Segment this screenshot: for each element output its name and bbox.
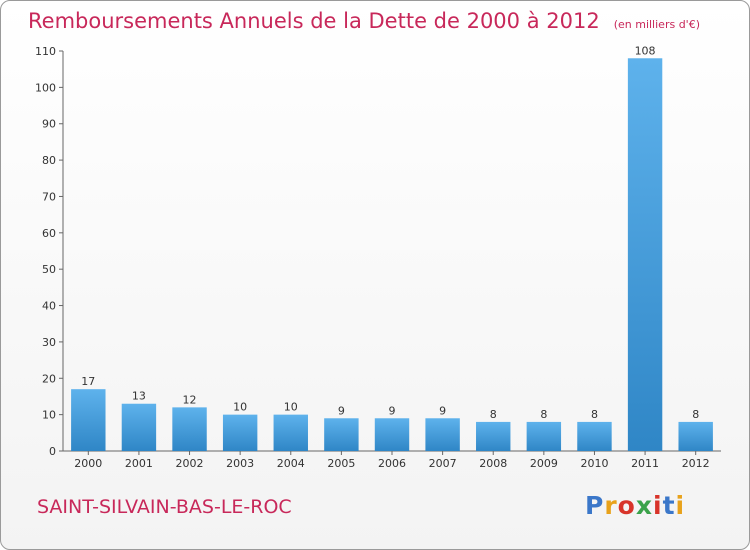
bars-group: 17 13 12 10 10 9 9 9 8 8 8 108 8 xyxy=(71,44,713,451)
data-label-2004: 10 xyxy=(284,401,298,414)
bar-2005 xyxy=(324,418,359,451)
x-tick-label-2011: 2011 xyxy=(631,457,659,470)
data-label-2003: 10 xyxy=(233,401,247,414)
proxiti-logo: Proxiti xyxy=(585,491,686,520)
y-tick-label: 10 xyxy=(42,409,56,422)
bar-2008 xyxy=(476,421,511,451)
bar-2000 xyxy=(71,389,106,451)
x-tick-label-2004: 2004 xyxy=(277,457,305,470)
chart-title-text: Remboursements Annuels de la Dette de 20… xyxy=(28,9,600,33)
bar-2001 xyxy=(121,403,157,451)
data-label-2010: 8 xyxy=(591,408,598,421)
bar-2004 xyxy=(273,414,308,451)
data-label-2005: 9 xyxy=(338,404,345,417)
bar-2002 xyxy=(172,407,207,451)
y-tick-label: 40 xyxy=(42,300,56,313)
x-tick-label-2008: 2008 xyxy=(479,457,507,470)
y-tick-label: 100 xyxy=(35,81,56,94)
x-tick-label-2009: 2009 xyxy=(530,457,558,470)
x-axis: 2000 2001 2002 2003 2004 2005 2006 2007 2008 2009… xyxy=(63,450,721,470)
x-tick-label-2010: 2010 xyxy=(580,457,608,470)
y-tick-label: 20 xyxy=(42,372,56,385)
y-tick-label: 80 xyxy=(42,154,56,167)
x-tick-label-2002: 2002 xyxy=(176,457,204,470)
bar-2009 xyxy=(526,421,562,451)
y-tick-label: 30 xyxy=(42,336,56,349)
y-axis: 0 10 20 30 40 50 60 70 80 90 100 110 xyxy=(35,45,64,458)
y-tick-label: 0 xyxy=(49,445,56,458)
data-label-2009: 8 xyxy=(540,408,547,421)
bar-2006 xyxy=(374,418,410,451)
bar-2010 xyxy=(577,421,612,451)
x-tick-label-2012: 2012 xyxy=(682,457,710,470)
data-label-2001: 13 xyxy=(132,390,146,403)
y-tick-label: 90 xyxy=(42,118,56,131)
x-tick-label-2005: 2005 xyxy=(327,457,355,470)
x-tick-label-2000: 2000 xyxy=(74,457,102,470)
data-label-2008: 8 xyxy=(490,408,497,421)
y-tick-label: 60 xyxy=(42,227,56,240)
bar-2012 xyxy=(678,421,713,451)
x-tick-label-2006: 2006 xyxy=(378,457,406,470)
y-tick-label: 110 xyxy=(35,45,56,58)
y-tick-label: 50 xyxy=(42,263,56,276)
chart-title: Remboursements Annuels de la Dette de 20… xyxy=(28,9,700,33)
data-label-2012: 8 xyxy=(692,408,699,421)
data-label-2006: 9 xyxy=(389,404,396,417)
bar-2007 xyxy=(425,418,460,451)
x-tick-label-2007: 2007 xyxy=(429,457,457,470)
x-tick-label-2001: 2001 xyxy=(125,457,153,470)
y-tick-label: 70 xyxy=(42,190,56,203)
data-label-2002: 12 xyxy=(183,393,197,406)
chart-unit: (en milliers d'€) xyxy=(613,18,700,31)
town-name: SAINT-SILVAIN-BAS-LE-ROC xyxy=(37,496,292,518)
data-label-2011: 108 xyxy=(635,44,656,57)
bar-2003 xyxy=(222,414,258,451)
data-label-2000: 17 xyxy=(81,375,95,388)
x-tick-label-2003: 2003 xyxy=(226,457,254,470)
data-label-2007: 9 xyxy=(439,404,446,417)
bar-2011 xyxy=(627,58,663,451)
